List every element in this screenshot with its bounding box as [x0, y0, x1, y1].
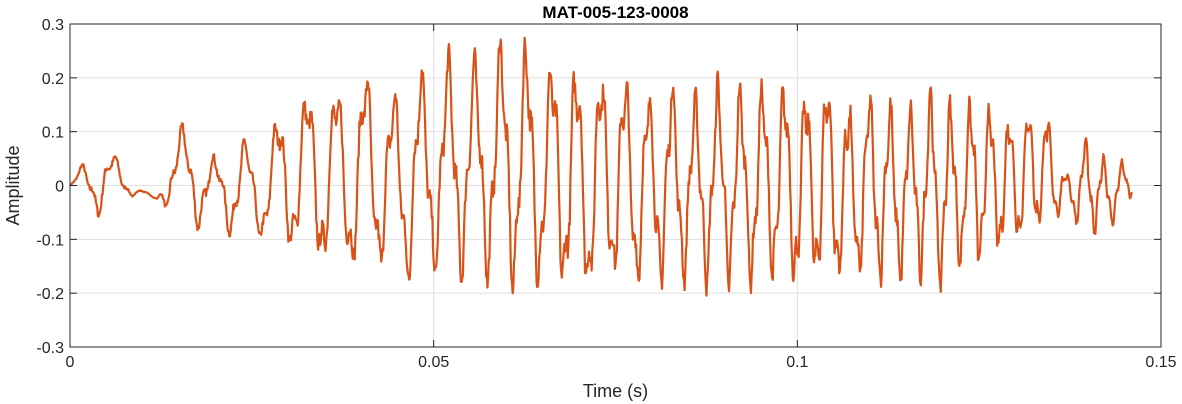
- x-axis-label: Time (s): [583, 381, 648, 401]
- y-tick-label: 0: [55, 179, 64, 196]
- x-tick-label: 0.15: [1145, 354, 1176, 371]
- y-tick-label: 0.3: [42, 17, 64, 34]
- y-tick-label: -0.2: [36, 286, 64, 303]
- y-tick-label: 0.1: [42, 125, 64, 142]
- y-tick-label: -0.3: [36, 340, 64, 357]
- ticks: [69, 23, 1162, 348]
- chart-title: MAT-005-123-0008: [542, 3, 688, 22]
- y-tick-label: -0.1: [36, 232, 64, 249]
- series-line: [69, 36, 1133, 297]
- y-tick-label: 0.2: [42, 71, 64, 88]
- x-tick-label: 0.1: [786, 354, 808, 371]
- y-axis-label: Amplitude: [3, 145, 23, 225]
- tick-labels: 0 0.05 0.1 0.15 -0.3 -0.2 -0.1 0 0.1 0.2 0.3: [36, 17, 1176, 371]
- x-tick-label: 0: [66, 354, 75, 371]
- x-tick-label: 0.05: [418, 354, 449, 371]
- grid: [70, 24, 1161, 347]
